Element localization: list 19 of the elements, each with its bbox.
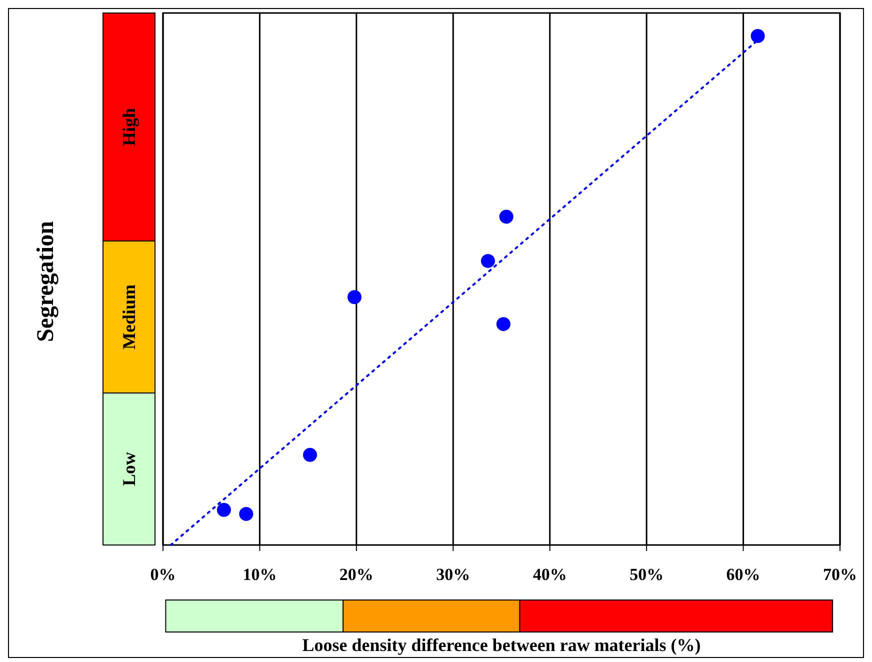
x-tick-label: 0% bbox=[150, 565, 176, 584]
segregation-scale: Low Medium High bbox=[102, 12, 156, 546]
x-tick-label: 70% bbox=[823, 565, 857, 584]
point bbox=[347, 290, 362, 304]
point bbox=[480, 254, 495, 268]
x-tick-label: 50% bbox=[630, 565, 664, 584]
point bbox=[239, 506, 254, 521]
point bbox=[499, 210, 514, 224]
x-tick-label: 10% bbox=[242, 565, 277, 584]
x-tick-label: 20% bbox=[339, 565, 374, 584]
x-axis-title: Loose density difference between raw materials (%) bbox=[302, 635, 701, 655]
x-tick-label: 30% bbox=[436, 565, 470, 584]
point bbox=[216, 502, 231, 517]
x-tick-label: 40% bbox=[532, 565, 567, 584]
x-tick-label: 60% bbox=[726, 565, 760, 584]
y-axis-title: Segregation bbox=[33, 221, 59, 342]
point bbox=[750, 29, 765, 43]
point bbox=[303, 448, 318, 462]
point bbox=[496, 317, 510, 332]
